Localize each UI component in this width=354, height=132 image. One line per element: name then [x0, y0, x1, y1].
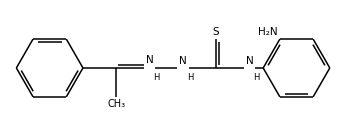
Text: N: N [179, 56, 187, 66]
Text: CH₃: CH₃ [107, 99, 125, 109]
Text: N: N [246, 56, 253, 66]
Text: H: H [253, 73, 260, 82]
Text: N: N [146, 55, 153, 65]
Text: H₂N: H₂N [258, 27, 278, 37]
Text: H: H [187, 73, 193, 82]
Text: S: S [213, 27, 219, 37]
Text: H: H [154, 73, 160, 82]
